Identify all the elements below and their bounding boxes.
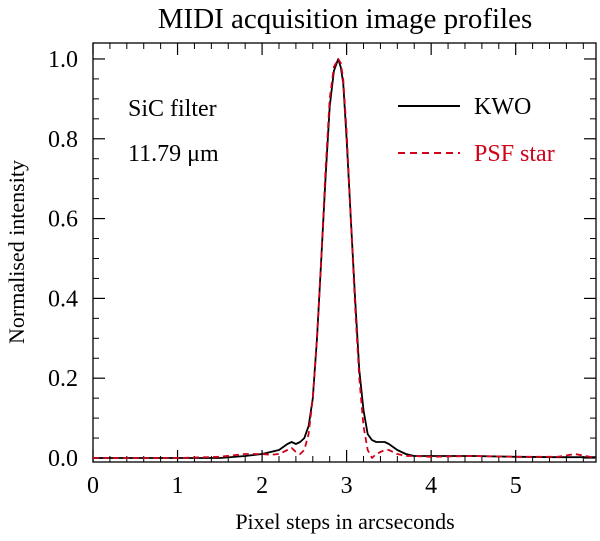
y-tick-label: 0.0: [48, 446, 78, 472]
legend-label-psf: PSF star: [474, 141, 555, 167]
x-tick-label: 5: [510, 473, 522, 499]
y-tick-label: 0.2: [48, 366, 78, 392]
x-tick-label: 1: [172, 473, 184, 499]
x-tick-label: 2: [256, 473, 268, 499]
tick-group: 0 1 2 3 4 5 0.0 0.2 0.4 0.6 0.8 1.0: [48, 43, 596, 499]
plot-frame: [92, 42, 597, 463]
y-tick-label: 0.8: [48, 127, 78, 153]
x-axis-label: Pixel steps in arcseconds: [235, 509, 454, 534]
x-tick-label: 4: [425, 473, 437, 499]
x-tick-label: 3: [341, 473, 353, 499]
series-line-psf-star: [93, 58, 597, 459]
y-tick-label: 0.6: [48, 207, 78, 233]
chart-title: MIDI acquisition image profiles: [158, 3, 533, 35]
y-tick-label: 1.0: [48, 47, 78, 73]
series-group: [93, 58, 597, 459]
y-axis-label: Normalised intensity: [4, 160, 29, 344]
x-tick-label: 0: [87, 473, 99, 499]
series-line-kwo: [93, 58, 596, 459]
annotation-wavelength: 11.79 μm: [128, 141, 219, 167]
y-tick-label: 0.4: [48, 286, 78, 312]
legend-label-kwo: KWO: [474, 94, 531, 120]
legend: KWO PSF star: [398, 94, 555, 167]
annotation-filter: SiC filter: [128, 96, 217, 122]
